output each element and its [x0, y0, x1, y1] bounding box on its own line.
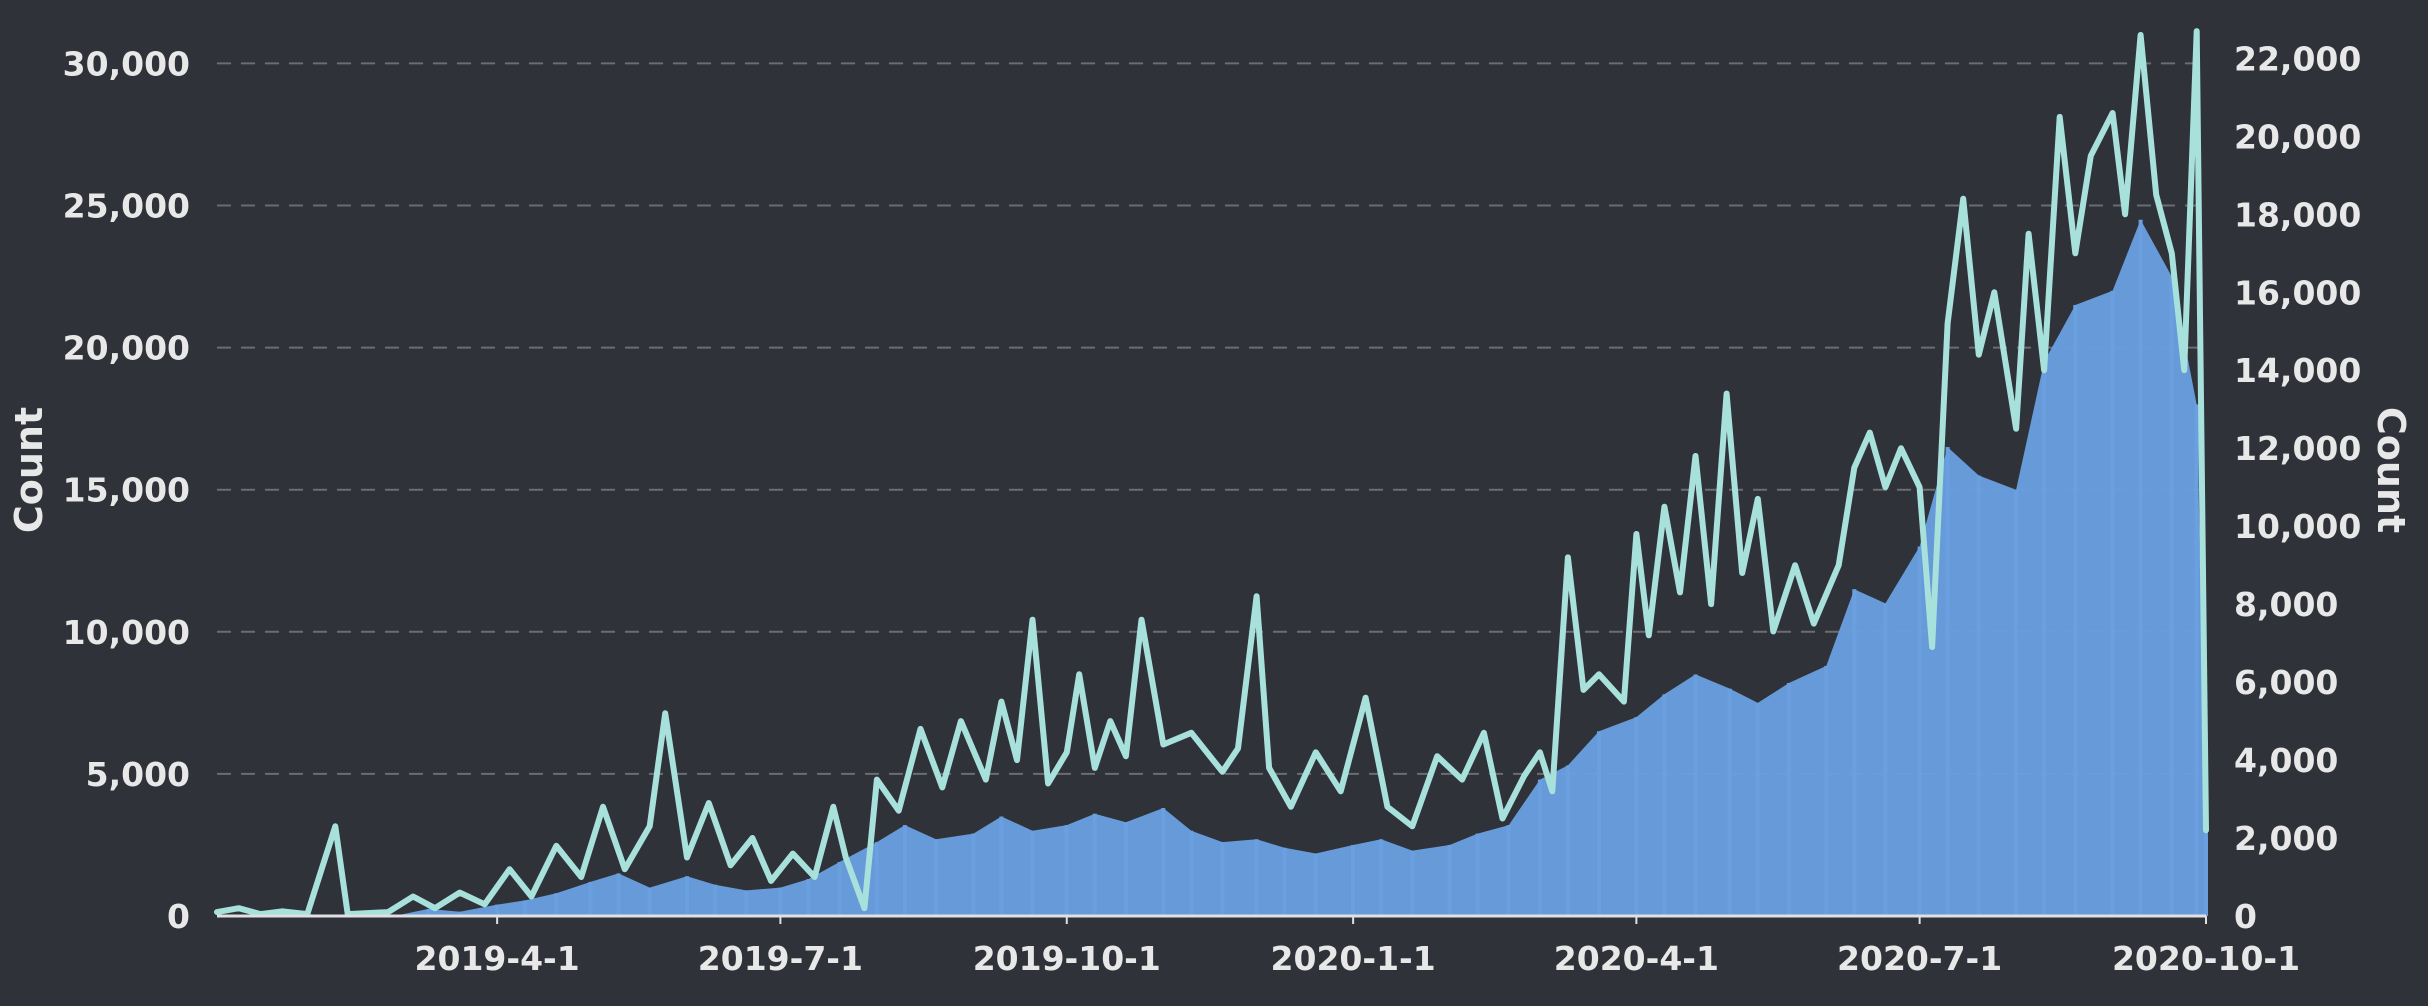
- bar-series: [217, 219, 2208, 917]
- bar: [1161, 808, 1166, 916]
- bar: [2110, 290, 2115, 917]
- right-tick-label: 2,000: [2234, 819, 2338, 858]
- bar: [1410, 850, 1415, 916]
- bar: [1254, 839, 1259, 916]
- bar: [1883, 603, 1888, 916]
- bar: [2194, 404, 2199, 916]
- line-series: [214, 28, 2209, 918]
- bar: [1976, 475, 1981, 916]
- bar: [902, 825, 907, 916]
- right-tick-label: 16,000: [2234, 273, 2361, 312]
- right-tick-label: 6,000: [2234, 663, 2338, 702]
- bar: [1189, 830, 1194, 916]
- bar: [647, 887, 652, 916]
- bar: [713, 884, 718, 916]
- bar: [1537, 779, 1542, 916]
- bar: [1506, 825, 1511, 916]
- bar: [1852, 589, 1857, 916]
- x-tick-label: 2020-1-1: [1271, 939, 1436, 978]
- bar: [1123, 822, 1128, 916]
- right-tick-label: 0: [2234, 897, 2257, 936]
- x-tick-label: 2019-4-1: [415, 939, 580, 978]
- bar: [1917, 546, 1922, 916]
- left-axis-title: Count: [7, 407, 51, 533]
- bar: [1597, 731, 1602, 916]
- bar: [554, 893, 559, 916]
- bar: [744, 890, 749, 916]
- bar: [457, 911, 462, 916]
- bar: [971, 833, 976, 916]
- bar-area: [217, 219, 2206, 916]
- bar: [495, 904, 500, 916]
- bar: [1447, 844, 1452, 916]
- left-tick-label: 30,000: [63, 44, 190, 83]
- bar: [2169, 276, 2174, 916]
- bar: [874, 842, 879, 916]
- bar: [616, 873, 621, 916]
- left-tick-label: 25,000: [63, 187, 190, 226]
- x-tick-label: 2020-4-1: [1554, 939, 1719, 978]
- bar: [1351, 844, 1356, 916]
- bar: [1220, 842, 1225, 916]
- bar: [1092, 813, 1097, 916]
- bar: [837, 862, 842, 916]
- right-tick-label: 18,000: [2234, 195, 2361, 234]
- right-tick-label: 12,000: [2234, 429, 2361, 468]
- right-tick-label: 14,000: [2234, 351, 2361, 390]
- bar: [1786, 682, 1791, 916]
- bar: [778, 887, 783, 916]
- x-tick-label: 2019-10-1: [973, 939, 1161, 978]
- left-y-axis-ticks: 0 5,000 10,000 15,000 20,000 25,000 30,000: [63, 44, 190, 936]
- left-tick-label: 15,000: [63, 471, 190, 510]
- bar: [1727, 688, 1732, 916]
- x-axis-ticks: 2019-4-1 2019-7-1 2019-10-1 2020-1-1 2020-4-…: [415, 916, 2300, 978]
- bar: [426, 908, 431, 916]
- bar: [1634, 717, 1639, 916]
- right-y-axis-ticks: 0 2,000 4,000 6,000 8,000 10,000 12,000 14,000 1…: [2234, 39, 2361, 936]
- right-tick-label: 10,000: [2234, 507, 2361, 546]
- bar: [999, 816, 1004, 916]
- bar: [1379, 839, 1384, 916]
- bar: [1755, 702, 1760, 916]
- left-tick-label: 20,000: [63, 329, 190, 368]
- bar: [588, 881, 593, 916]
- bar: [1064, 825, 1069, 916]
- x-tick-label: 2019-7-1: [698, 939, 863, 978]
- bar: [1313, 853, 1318, 916]
- x-tick-label: 2020-7-1: [1837, 939, 2002, 978]
- right-tick-label: 4,000: [2234, 741, 2338, 780]
- bar: [1662, 694, 1667, 916]
- left-tick-label: 5,000: [86, 755, 190, 794]
- bar: [523, 900, 528, 916]
- bar: [1945, 447, 1950, 916]
- bar: [1030, 830, 1035, 916]
- bar: [2014, 489, 2019, 916]
- bar: [1824, 665, 1829, 916]
- bar: [1282, 847, 1287, 916]
- bar: [1693, 674, 1698, 916]
- bar: [806, 879, 811, 916]
- bar: [2138, 219, 2143, 916]
- bar: [934, 839, 939, 916]
- right-tick-label: 8,000: [2234, 585, 2338, 624]
- left-tick-label: 10,000: [63, 613, 190, 652]
- right-axis-title: Count: [2369, 407, 2413, 533]
- bar: [1475, 833, 1480, 916]
- bar: [2042, 361, 2047, 916]
- bar: [1565, 765, 1570, 916]
- bar: [685, 876, 690, 916]
- right-tick-label: 22,000: [2234, 39, 2361, 78]
- bar: [2073, 304, 2078, 916]
- left-tick-label: 0: [167, 897, 190, 936]
- bar: [2204, 830, 2208, 916]
- x-tick-label: 2020-10-1: [2112, 939, 2300, 978]
- right-tick-label: 20,000: [2234, 117, 2361, 156]
